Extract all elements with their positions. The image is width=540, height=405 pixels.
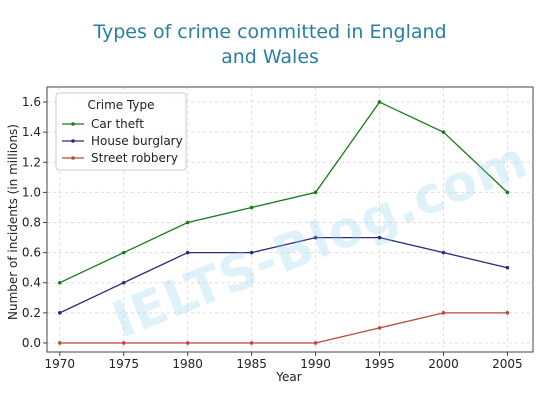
data-point xyxy=(249,250,254,255)
data-point xyxy=(185,341,190,345)
data-point xyxy=(185,250,190,255)
chart-title-line-1: Types of crime committed in England xyxy=(93,21,447,43)
legend-title: Crime Type xyxy=(87,98,154,112)
y-tick-label: 1.0 xyxy=(22,185,41,199)
y-tick-label: 0.2 xyxy=(22,306,41,320)
data-point xyxy=(121,280,126,285)
y-axis-label: Number of incidents (in millions) xyxy=(6,124,20,320)
data-point xyxy=(377,235,382,240)
x-tick-label: 1975 xyxy=(108,357,139,371)
data-point xyxy=(441,130,446,134)
data-point xyxy=(505,311,510,315)
chart-title-line-2: and Wales xyxy=(221,46,319,68)
y-tick-label: 0.0 xyxy=(22,336,41,350)
data-point xyxy=(249,341,254,345)
y-tick-label: 0.8 xyxy=(22,216,41,230)
legend-swatch-marker xyxy=(71,156,75,160)
data-point xyxy=(57,311,62,315)
data-point xyxy=(121,250,126,255)
data-point xyxy=(185,220,190,225)
legend-swatch-marker xyxy=(71,122,75,126)
x-tick-label: 1985 xyxy=(236,357,267,371)
legend-item-label: House burglary xyxy=(91,134,183,148)
legend-box xyxy=(55,92,187,171)
legend-swatch-marker xyxy=(71,139,75,143)
series-line-2 xyxy=(59,312,508,344)
plot-frame xyxy=(46,86,534,353)
y-tick-label: 1.2 xyxy=(22,155,41,169)
series-lines xyxy=(57,100,510,345)
legend-items: Car theft House burglary Street robbery xyxy=(62,117,183,165)
y-tick-label: 1.6 xyxy=(22,95,41,109)
data-point xyxy=(249,205,254,210)
x-tick-label: 1970 xyxy=(45,357,76,371)
data-point xyxy=(441,311,446,315)
x-axis-label: Year xyxy=(275,370,301,384)
y-tick-label: 0.4 xyxy=(22,276,41,290)
x-tick-label: 1990 xyxy=(300,357,331,371)
data-point xyxy=(377,100,382,104)
x-tick-label: 2005 xyxy=(492,357,523,371)
chart-title: Types of crime committed in England and … xyxy=(0,20,540,70)
data-point xyxy=(121,341,126,345)
data-point xyxy=(313,190,318,195)
series-line-1 xyxy=(59,236,508,314)
data-point xyxy=(313,341,318,345)
y-tick-label: 1.4 xyxy=(22,125,41,139)
data-point xyxy=(57,280,62,285)
data-point xyxy=(57,341,62,345)
series-line-0 xyxy=(59,101,508,284)
y-tick-label: 0.6 xyxy=(22,246,41,260)
x-tick-label: 2000 xyxy=(428,357,459,371)
data-point xyxy=(505,190,510,195)
x-tick-label: 1980 xyxy=(172,357,203,371)
data-point xyxy=(377,326,382,330)
data-point xyxy=(313,235,318,240)
data-point xyxy=(441,250,446,255)
data-point xyxy=(505,265,510,270)
legend-item-label: Car theft xyxy=(91,117,144,131)
axis-ticks: 1970 1975 1980 1985 1990 1995 2000 2005 0.0 0.2 0.… xyxy=(22,95,523,371)
legend: Crime Type Car theft House burglary Street… xyxy=(55,92,187,171)
x-tick-label: 1995 xyxy=(364,357,395,371)
legend-item-label: Street robbery xyxy=(91,151,178,165)
